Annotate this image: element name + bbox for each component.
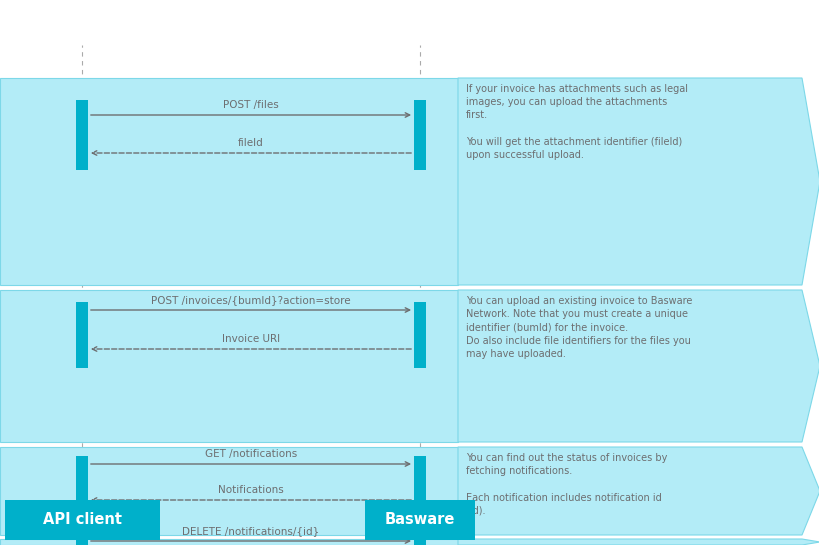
Bar bbox=[414, 534, 426, 545]
Bar bbox=[76, 302, 88, 368]
Bar bbox=[0, 539, 458, 545]
Bar bbox=[414, 100, 426, 170]
Polygon shape bbox=[458, 290, 819, 442]
Bar bbox=[76, 534, 88, 545]
Polygon shape bbox=[458, 539, 819, 545]
Bar bbox=[76, 100, 88, 170]
Text: API client: API client bbox=[43, 512, 122, 528]
Text: You can upload an existing invoice to Basware
Network. Note that you must create: You can upload an existing invoice to Ba… bbox=[465, 296, 691, 359]
Bar bbox=[414, 302, 426, 368]
Text: DELETE /notifications/{id}: DELETE /notifications/{id} bbox=[182, 526, 319, 536]
Text: POST /invoices/{bumId}?action=store: POST /invoices/{bumId}?action=store bbox=[151, 295, 351, 305]
Text: If your invoice has attachments such as legal
images, you can upload the attachm: If your invoice has attachments such as … bbox=[465, 84, 687, 160]
Bar bbox=[0, 78, 458, 285]
Bar bbox=[5, 500, 160, 540]
Text: GET /notifications: GET /notifications bbox=[205, 449, 296, 459]
Bar bbox=[76, 456, 88, 515]
Text: POST /files: POST /files bbox=[223, 100, 278, 110]
Text: Notifications: Notifications bbox=[218, 485, 283, 495]
Polygon shape bbox=[458, 447, 819, 535]
Bar bbox=[414, 456, 426, 515]
Bar bbox=[0, 447, 458, 535]
Polygon shape bbox=[458, 78, 819, 285]
Bar bbox=[364, 500, 474, 540]
Text: You can find out the status of invoices by
fetching notifications.

Each notific: You can find out the status of invoices … bbox=[465, 453, 667, 516]
Text: Basware: Basware bbox=[384, 512, 455, 528]
Text: fileId: fileId bbox=[238, 138, 264, 148]
Text: Invoice URI: Invoice URI bbox=[222, 334, 280, 344]
Bar bbox=[0, 290, 458, 442]
